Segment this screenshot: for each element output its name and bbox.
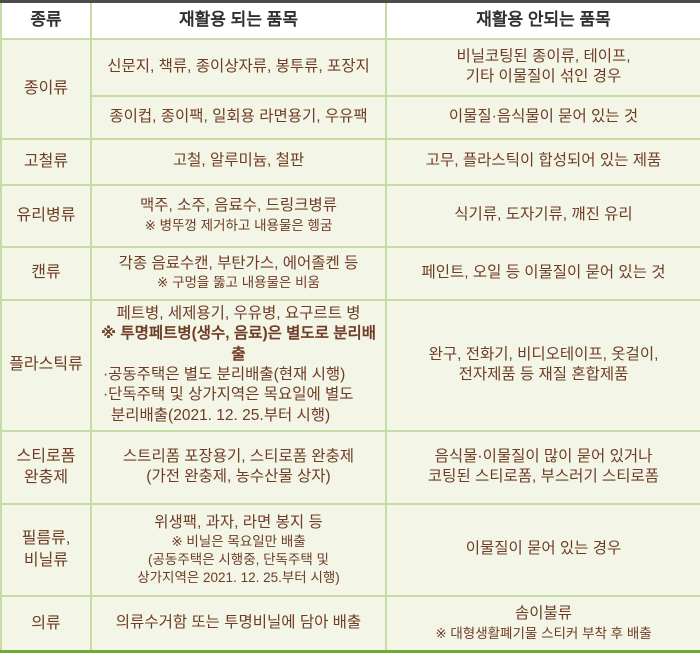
recyclable-cell-metal: 고철, 알루미늄, 철판 [90,137,387,186]
table-row-can: 캔류 각종 음료수캔, 부탄가스, 에어졸켄 등 ※ 구멍을 뚫고 내용물은 비… [0,245,700,301]
cell-line: 솜이불류 [514,605,573,623]
cell-line: 전자제품 등 재질 혼합제품 [458,366,629,383]
category-cell-can: 캔류 [0,245,92,301]
cell-note: 상가지역은 2021. 12. 25.부터 시행) [137,569,340,585]
category-cell-paper: 종이류 [0,37,92,140]
category-label: 완충제 [23,469,69,486]
non-recyclable-cell-styrofoam: 음식물·이물질이 많이 묻어 있거나 코팅된 스티로폼, 부스러기 스티로폼 [385,429,700,505]
cell-line: 각종 음료수캔, 부탄가스, 에어졸켄 등 [118,254,359,272]
non-recyclable-cell-paper-2: 이물질·음식물이 묻어 있는 것 [385,94,700,140]
cell-line: 페트병, 세제용기, 우유병, 요구르트 병 [116,304,361,322]
cell-note: ※ 대형생활폐기물 스티커 부착 후 배출 [435,625,652,641]
table-row-styrofoam: 스티로폼 완충제 스트리폼 포장용기, 스티로폼 완충제 (가전 완충제, 농수… [0,429,700,505]
recyclable-cell-can: 각종 음료수캔, 부탄가스, 에어졸켄 등 ※ 구멍을 뚫고 내용물은 비움 [90,245,387,301]
cell-line: ·단독주택 및 상가지역은 목요일에 별도 [103,386,354,404]
header-row: 종류 재활용 되는 품목 재활용 안되는 품목 [0,0,700,40]
recyclable-cell-paper-2: 종이컵, 종이팩, 일회용 라면용기, 우유팩 [90,94,387,140]
non-recyclable-cell-glass: 식기류, 도자기류, 깨진 유리 [385,183,700,248]
cell-line: 비닐코팅된 종이류, 테이프, [456,47,631,65]
non-recyclable-cell-metal: 고무, 플라스틱이 합성되어 있는 제품 [385,137,700,186]
cell-line: (가전 완충제, 농수산물 상자) [146,468,331,485]
cell-line: 고무, 플라스틱이 합성되어 있는 제품 [425,152,662,170]
cell-line: 신문지, 책류, 종이상자류, 봉투류, 포장지 [107,57,370,75]
recyclable-cell-clothes: 의류수거함 또는 투명비닐에 담아 배출 [90,594,387,653]
category-label: 스티로폼 [16,447,76,465]
non-recyclable-cell-plastic: 완구, 전화기, 비디오테이프, 옷걸이, 전자제품 등 재질 혼합제품 [385,298,700,432]
cell-note: ※ 투명페트병(생수, 음료)은 별도로 분리배출 [100,325,377,363]
cell-note: ※ 구멍을 뚫고 내용물은 비움 [157,275,320,291]
recyclable-cell-paper-1: 신문지, 책류, 종이상자류, 봉투류, 포장지 [90,37,387,97]
cell-line: 스트리폼 포장용기, 스티로폼 완충제 [122,447,355,465]
recyclable-cell-styrofoam: 스트리폼 포장용기, 스티로폼 완충제 (가전 완충제, 농수산물 상자) [90,429,387,505]
non-recyclable-cell-film: 이물질이 묻어 있는 경우 [385,502,700,597]
cell-line: 식기류, 도자기류, 깨진 유리 [454,206,633,224]
cell-line: 페인트, 오일 등 이물질이 묻어 있는 것 [421,263,666,281]
category-cell-film: 필름류, 비닐류 [0,502,92,597]
category-label: 종이류 [23,79,69,97]
table-row-paper-1: 종이류 신문지, 책류, 종이상자류, 봉투류, 포장지 비닐코팅된 종이류, … [0,37,700,140]
cell-line: ·공동주택은 별도 분리배출(현재 시행) [103,366,346,383]
category-cell-plastic: 플라스틱류 [0,298,92,432]
category-cell-metal: 고철류 [0,137,92,186]
category-label: 캔류 [31,264,61,282]
category-cell-clothes: 의류 [0,594,92,653]
header-category: 종류 [0,0,92,40]
table-row-glass: 유리병류 맥주, 소주, 음료수, 드링크병류 ※ 병뚜껑 제거하고 내용물은 … [0,183,700,248]
category-label: 유리병류 [16,206,76,224]
non-recyclable-cell-can: 페인트, 오일 등 이물질이 묻어 있는 것 [385,245,700,301]
recyclable-cell-plastic: 페트병, 세제용기, 우유병, 요구르트 병 ※ 투명페트병(생수, 음료)은 … [90,298,387,432]
category-cell-glass: 유리병류 [0,183,92,248]
cell-line: 코팅된 스티로폼, 부스러기 스티로폼 [427,468,660,485]
cell-line: 이물질이 묻어 있는 경우 [465,540,622,558]
category-cell-styrofoam: 스티로폼 완충제 [0,429,92,505]
category-label: 비닐류 [23,551,69,569]
table-row-plastic: 플라스틱류 페트병, 세제용기, 우유병, 요구르트 병 ※ 투명페트병(생수,… [0,298,700,432]
table-row-metal: 고철류 고철, 알루미늄, 철판 고무, 플라스틱이 합성되어 있는 제품 [0,137,700,186]
recyclable-cell-film: 위생팩, 과자, 라면 봉지 등 ※ 비닐은 목요일만 배출 (공동주택은 시행… [90,502,387,597]
cell-line: 완구, 전화기, 비디오테이프, 옷걸이, [428,345,659,363]
table-row-clothes: 의류 의류수거함 또는 투명비닐에 담아 배출 솜이불류 ※ 대형생활폐기물 스… [0,594,700,653]
cell-line: 음식물·이물질이 많이 묻어 있거나 [434,447,653,465]
cell-line: 위생팩, 과자, 라면 봉지 등 [154,513,323,531]
table-row-paper-2: 종이컵, 종이팩, 일회용 라면용기, 우유팩 이물질·음식물이 묻어 있는 것 [1,94,700,140]
cell-line: 맥주, 소주, 음료수, 드링크병류 [140,197,337,215]
category-label: 필름류, [21,530,71,548]
category-label: 의류 [31,614,61,632]
non-recyclable-cell-paper-1: 비닐코팅된 종이류, 테이프, 기타 이물질이 섞인 경우 [385,37,700,97]
recyclable-cell-glass: 맥주, 소주, 음료수, 드링크병류 ※ 병뚜껑 제거하고 내용물은 헹굼 [90,183,387,248]
header-recyclable: 재활용 되는 품목 [90,0,387,40]
cell-line: 종이컵, 종이팩, 일회용 라면용기, 우유팩 [109,107,368,125]
cell-line: 기타 이물질이 섞인 경우 [465,68,622,85]
cell-note: ※ 비닐은 목요일만 배출 [171,534,306,549]
cell-line: 고철, 알루미늄, 철판 [172,152,305,170]
cell-line: 의류수거함 또는 투명비닐에 담아 배출 [115,614,362,632]
table-row-film: 필름류, 비닐류 위생팩, 과자, 라면 봉지 등 ※ 비닐은 목요일만 배출 … [0,502,700,597]
non-recyclable-cell-clothes: 솜이불류 ※ 대형생활폐기물 스티커 부착 후 배출 [385,594,700,653]
cell-line: 이물질·음식물이 묻어 있는 것 [448,107,639,125]
cell-note: (공동주택은 시행중, 단독주택 및 [148,551,329,567]
category-label: 플라스틱류 [9,356,83,374]
category-label: 고철류 [23,152,69,170]
cell-note: ※ 병뚜껑 제거하고 내용물은 헹굼 [144,217,333,233]
cell-line: 분리배출(2021. 12. 25.부터 시행) [111,406,331,424]
header-non-recyclable: 재활용 안되는 품목 [385,0,700,40]
